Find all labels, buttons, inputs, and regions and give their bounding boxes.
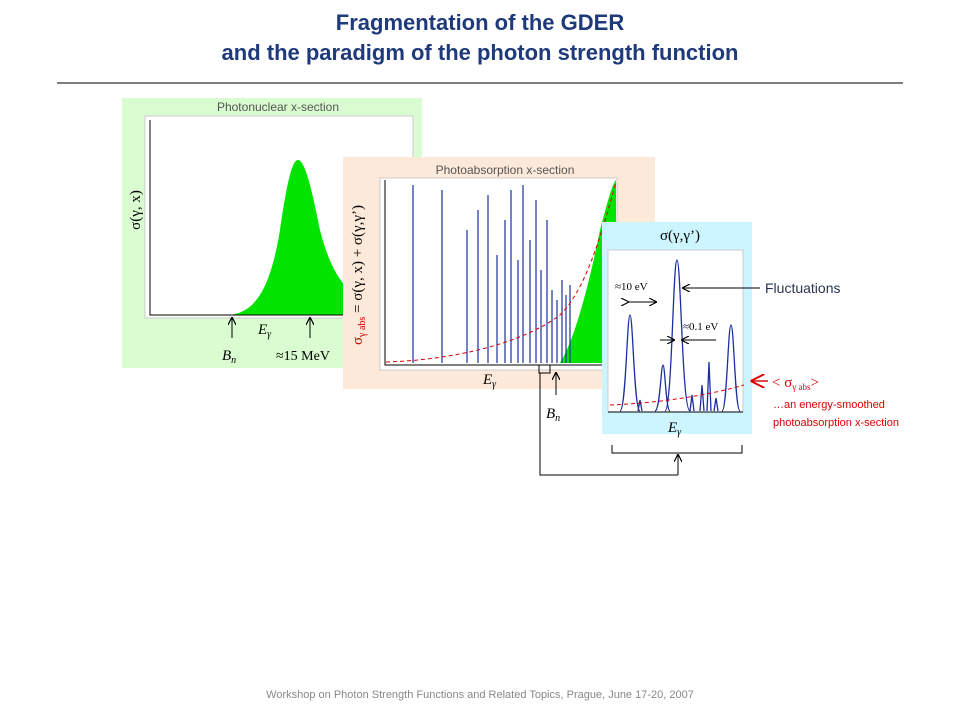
label: Bn — [222, 348, 236, 366]
bracket — [538, 365, 551, 374]
note: < σγ abs> — [772, 375, 819, 392]
panel-title: σ(γ,γ’) — [660, 228, 700, 244]
text-part: > — [811, 375, 819, 391]
panel-title: Photonuclear x-section — [217, 100, 339, 114]
text-part: E — [482, 372, 492, 388]
text-part: B — [546, 406, 555, 422]
text-part: = σ(γ, x) + σ(γ,γ’) — [350, 205, 366, 317]
title-line: and the paradigm of the photon strength … — [222, 40, 739, 65]
connector — [539, 373, 678, 476]
text-part: γ abs — [357, 317, 368, 338]
axis-label: σγ abs = σ(γ, x) + σ(γ,γ’) — [350, 205, 368, 345]
axis-label: σ(γ, x) — [128, 190, 144, 230]
label: Eγ — [257, 322, 272, 340]
label: Eγ — [667, 420, 682, 438]
resonances — [619, 259, 741, 412]
text-part: n — [555, 413, 560, 424]
label: ≈15 MeV — [276, 349, 330, 364]
text-part: n — [231, 355, 236, 366]
peak — [230, 160, 412, 315]
text-part: γ — [677, 427, 682, 438]
note: Fluctuations — [765, 280, 840, 296]
note: …an energy-smoothed — [773, 399, 885, 411]
label: ≈10 eV — [615, 281, 648, 293]
label: Bn — [546, 406, 560, 424]
text-part: < σ — [772, 375, 792, 391]
plot — [607, 249, 744, 413]
panel-title: Photoabsorption x-section — [436, 163, 575, 177]
text-part: γ — [492, 379, 497, 390]
label: Eγ — [482, 372, 497, 390]
spikes — [412, 185, 571, 363]
text-part: E — [667, 420, 677, 436]
note: photoabsorption x-section — [773, 417, 899, 429]
label: ≈0.1 eV — [683, 321, 718, 333]
text-part: γ — [267, 329, 272, 340]
axes — [149, 120, 410, 316]
average-curve — [385, 181, 617, 363]
text-part: σ — [350, 337, 366, 345]
average-curve — [609, 384, 745, 406]
title-line: Fragmentation of the GDER — [336, 10, 625, 35]
text-part: E — [257, 322, 267, 338]
text-part: γ abs — [791, 382, 811, 392]
text-part: B — [222, 348, 231, 364]
footer: Workshop on Photon Strength Functions an… — [266, 689, 694, 701]
bracket — [611, 445, 743, 454]
